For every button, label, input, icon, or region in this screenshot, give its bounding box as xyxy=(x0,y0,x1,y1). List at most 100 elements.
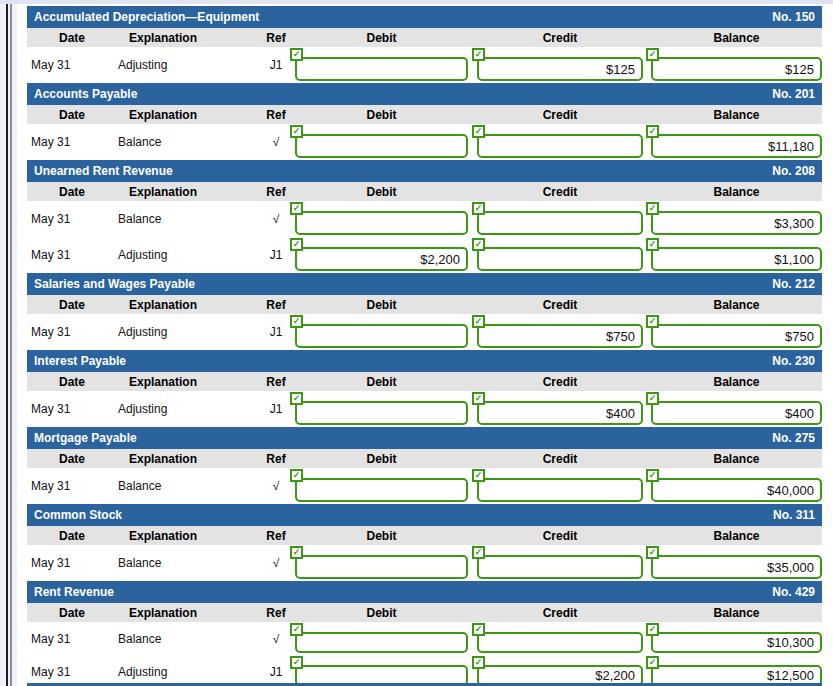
balance-input[interactable]: $125 xyxy=(651,57,822,81)
column-header-explanation: Explanation xyxy=(117,298,257,312)
correct-check-icon: ✓ xyxy=(472,469,485,482)
debit-input[interactable]: $2,200 xyxy=(295,247,468,271)
column-header-explanation: Explanation xyxy=(117,31,257,45)
debit-field: ✓ xyxy=(295,468,468,504)
debit-input[interactable] xyxy=(295,555,468,579)
column-header-debit: Debit xyxy=(295,529,468,543)
credit-input[interactable]: $750 xyxy=(477,324,643,348)
correct-check-icon: ✓ xyxy=(646,202,659,215)
balance-field: ✓ $35,000 xyxy=(651,545,822,581)
column-header-explanation: Explanation xyxy=(117,375,257,389)
rows: May 31 Balance √ ✓ ✓ ✓ $40,000 xyxy=(27,468,822,504)
balance-input[interactable]: $40,000 xyxy=(651,478,822,502)
column-header-credit: Credit xyxy=(477,108,643,122)
column-header-row: Date Explanation Ref Debit Credit Balanc… xyxy=(27,295,822,314)
rows: May 31 Adjusting J1 ✓ ✓ $125 ✓ $125 xyxy=(27,47,822,83)
column-header-row: Date Explanation Ref Debit Credit Balanc… xyxy=(27,372,822,391)
account-number: No. 429 xyxy=(772,585,815,599)
correct-check-icon: ✓ xyxy=(290,623,303,636)
date-cell: May 31 xyxy=(27,545,117,581)
balance-field: ✓ $11,180 xyxy=(651,124,822,160)
debit-field: ✓ $2,200 xyxy=(295,237,468,273)
column-header-date: Date xyxy=(27,452,117,466)
debit-input[interactable] xyxy=(295,632,468,653)
account-number: No. 230 xyxy=(772,354,815,368)
rows: May 31 Adjusting J1 ✓ ✓ $750 ✓ $750 xyxy=(27,314,822,350)
credit-input[interactable]: $125 xyxy=(477,57,643,81)
credit-input[interactable] xyxy=(477,632,643,653)
balance-input[interactable]: $400 xyxy=(651,401,822,425)
correct-check-icon: ✓ xyxy=(290,315,303,328)
credit-field: ✓ $400 xyxy=(477,391,643,427)
account-title-bar: Interest Payable No. 230 xyxy=(27,350,822,372)
balance-input[interactable]: $11,180 xyxy=(651,134,822,158)
column-header-debit: Debit xyxy=(295,31,468,45)
debit-field: ✓ xyxy=(295,124,468,160)
credit-field: ✓ xyxy=(477,201,643,237)
correct-check-icon: ✓ xyxy=(290,48,303,61)
account-title: Accounts Payable xyxy=(34,87,137,101)
explanation-cell: Balance xyxy=(117,468,257,504)
correct-check-icon: ✓ xyxy=(646,392,659,405)
column-header-date: Date xyxy=(27,375,117,389)
account-number: No. 212 xyxy=(772,277,815,291)
credit-input[interactable]: $400 xyxy=(477,401,643,425)
correct-check-icon: ✓ xyxy=(646,125,659,138)
balance-field: ✓ $12,500 xyxy=(651,655,822,686)
debit-input[interactable] xyxy=(295,478,468,502)
credit-input[interactable] xyxy=(477,134,643,158)
explanation-cell: Adjusting xyxy=(117,237,257,273)
column-header-date: Date xyxy=(27,529,117,543)
correct-check-icon: ✓ xyxy=(646,315,659,328)
date-cell: May 31 xyxy=(27,237,117,273)
date-cell: May 31 xyxy=(27,655,117,686)
correct-check-icon: ✓ xyxy=(290,546,303,559)
credit-input[interactable] xyxy=(477,478,643,502)
date-cell: May 31 xyxy=(27,622,117,655)
column-header-credit: Credit xyxy=(477,529,643,543)
ledger-row: May 31 Balance √ ✓ ✓ ✓ $10,300 xyxy=(27,622,822,655)
rows: May 31 Balance √ ✓ ✓ ✓ $11,180 xyxy=(27,124,822,160)
date-cell: May 31 xyxy=(27,468,117,504)
column-header-debit: Debit xyxy=(295,298,468,312)
debit-input[interactable] xyxy=(295,57,468,81)
column-header-date: Date xyxy=(27,108,117,122)
account-title: Rent Revenue xyxy=(34,585,114,599)
account-title: Common Stock xyxy=(34,508,122,522)
column-header-date: Date xyxy=(27,185,117,199)
account-title-bar: Mortgage Payable No. 275 xyxy=(27,427,822,449)
credit-input[interactable] xyxy=(477,555,643,579)
correct-check-icon: ✓ xyxy=(472,48,485,61)
column-header-debit: Debit xyxy=(295,452,468,466)
balance-input[interactable]: $3,300 xyxy=(651,211,822,235)
column-header-credit: Credit xyxy=(477,31,643,45)
balance-field: ✓ $125 xyxy=(651,47,822,83)
debit-input[interactable] xyxy=(295,324,468,348)
balance-input[interactable]: $35,000 xyxy=(651,555,822,579)
balance-input[interactable]: $750 xyxy=(651,324,822,348)
debit-field: ✓ xyxy=(295,47,468,83)
column-header-ref: Ref xyxy=(257,375,295,389)
correct-check-icon: ✓ xyxy=(472,656,485,669)
account-number: No. 311 xyxy=(773,508,815,522)
column-header-ref: Ref xyxy=(257,606,295,620)
debit-input[interactable] xyxy=(295,134,468,158)
correct-check-icon: ✓ xyxy=(472,546,485,559)
correct-check-icon: ✓ xyxy=(290,469,303,482)
account-number: No. 150 xyxy=(772,10,815,24)
correct-check-icon: ✓ xyxy=(472,202,485,215)
explanation-cell: Adjusting xyxy=(117,47,257,83)
credit-input[interactable] xyxy=(477,211,643,235)
column-header-balance: Balance xyxy=(651,185,822,199)
account-section: Rent Revenue No. 429 Date Explanation Re… xyxy=(27,581,822,686)
credit-input[interactable] xyxy=(477,247,643,271)
account-section: Mortgage Payable No. 275 Date Explanatio… xyxy=(27,427,822,504)
debit-input[interactable] xyxy=(295,401,468,425)
column-header-ref: Ref xyxy=(257,31,295,45)
explanation-cell: Adjusting xyxy=(117,391,257,427)
rows: May 31 Balance √ ✓ ✓ ✓ $3,300 May 31 Adj… xyxy=(27,201,822,273)
balance-input[interactable]: $10,300 xyxy=(651,632,822,653)
column-header-debit: Debit xyxy=(295,185,468,199)
debit-input[interactable] xyxy=(295,211,468,235)
balance-input[interactable]: $1,100 xyxy=(651,247,822,271)
